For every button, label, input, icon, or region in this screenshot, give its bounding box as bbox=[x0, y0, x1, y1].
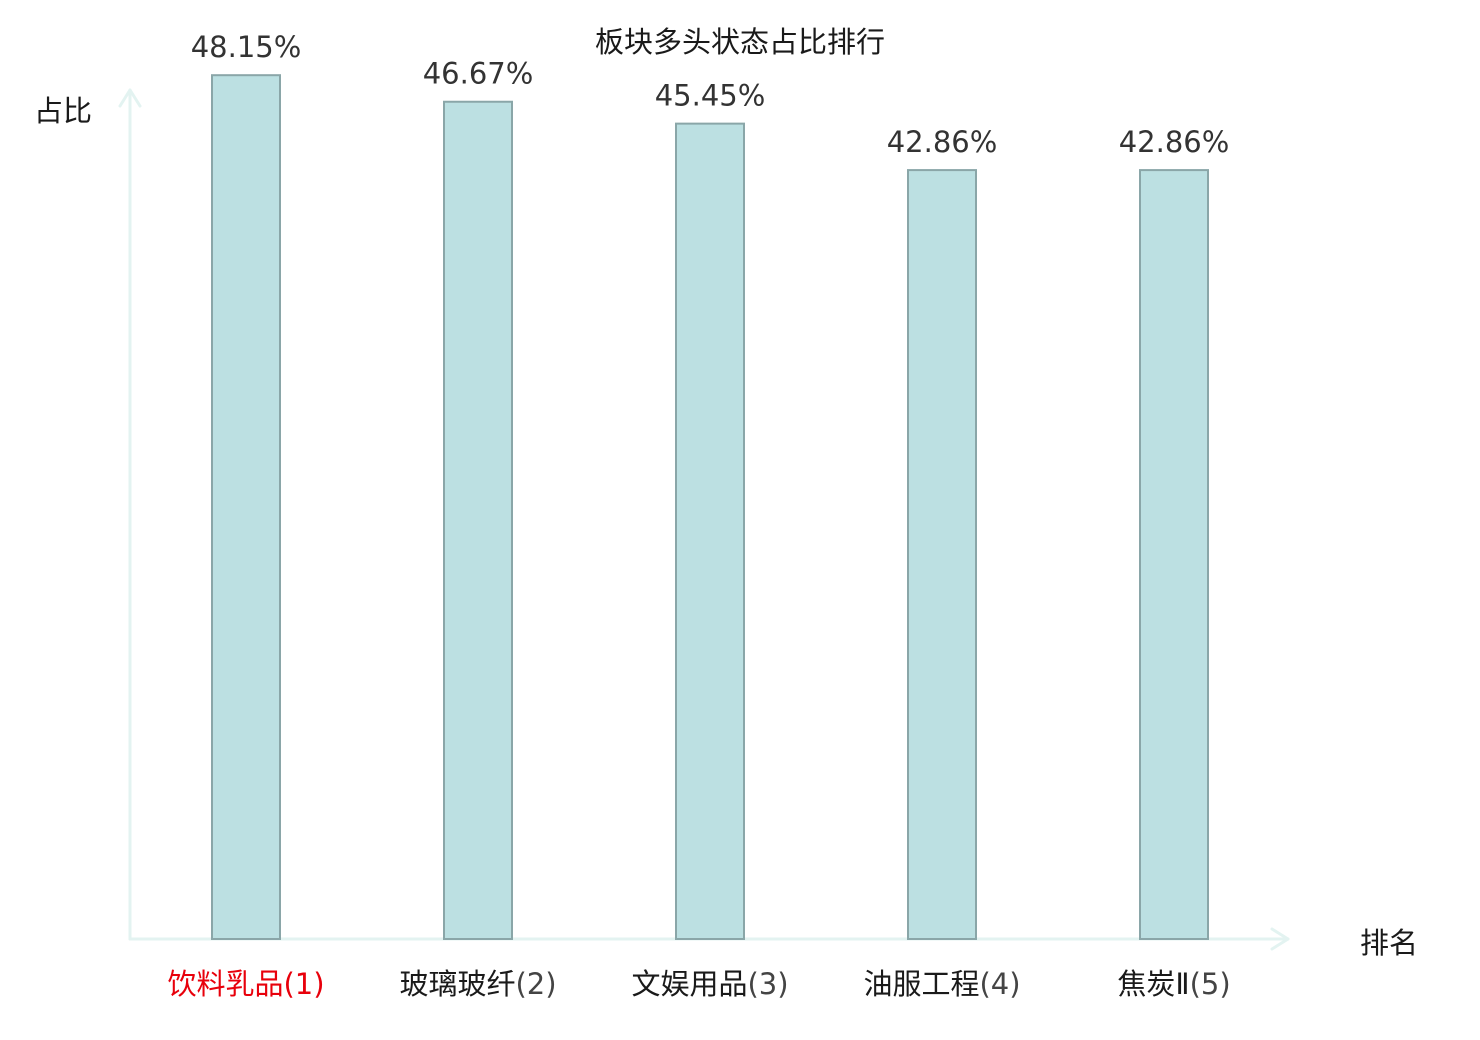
category-rank: (2) bbox=[515, 967, 556, 1001]
category-name: 饮料乳品 bbox=[167, 967, 283, 1001]
category-name: 焦炭Ⅱ bbox=[1117, 967, 1189, 1001]
bar bbox=[675, 122, 745, 940]
x-axis-label: 排名 bbox=[1360, 926, 1418, 960]
category-label: 文娱用品(3) bbox=[631, 967, 788, 1001]
category-label: 油服工程(4) bbox=[863, 967, 1020, 1001]
category-name: 文娱用品 bbox=[631, 967, 747, 1001]
category-label: 玻璃玻纤(2) bbox=[399, 967, 556, 1001]
bar-value-label: 45.45% bbox=[655, 79, 766, 113]
y-axis-arrow-icon bbox=[118, 88, 142, 108]
category-name: 油服工程 bbox=[863, 967, 979, 1001]
category-rank: (4) bbox=[979, 967, 1020, 1001]
bar-value-label: 48.15% bbox=[191, 30, 302, 64]
bar bbox=[211, 74, 281, 940]
bar bbox=[907, 169, 977, 940]
bar-value-label: 42.86% bbox=[1119, 125, 1230, 159]
category-rank: (3) bbox=[747, 967, 788, 1001]
bar-value-label: 42.86% bbox=[887, 125, 998, 159]
category-labels-group: 饮料乳品(1) 玻璃玻纤(2) 文娱用品(3) 油服工程(4) 焦炭Ⅱ(5) bbox=[167, 967, 1230, 1001]
bars-group bbox=[211, 74, 1209, 941]
category-label: 焦炭Ⅱ(5) bbox=[1117, 967, 1230, 1001]
x-axis-arrow-icon bbox=[1270, 927, 1290, 951]
bar bbox=[443, 100, 513, 941]
bar bbox=[1139, 169, 1209, 940]
category-name: 玻璃玻纤 bbox=[399, 967, 515, 1001]
category-label: 饮料乳品(1) bbox=[167, 967, 324, 1001]
bar-value-label: 46.67% bbox=[423, 57, 534, 91]
category-rank: (1) bbox=[283, 967, 324, 1001]
value-labels-group: 48.15% 46.67% 45.45% 42.86% 42.86% bbox=[191, 30, 1230, 159]
category-rank: (5) bbox=[1190, 967, 1231, 1001]
chart-title: 板块多头状态占比排行 bbox=[595, 25, 885, 59]
y-axis-label: 占比 bbox=[34, 94, 92, 128]
